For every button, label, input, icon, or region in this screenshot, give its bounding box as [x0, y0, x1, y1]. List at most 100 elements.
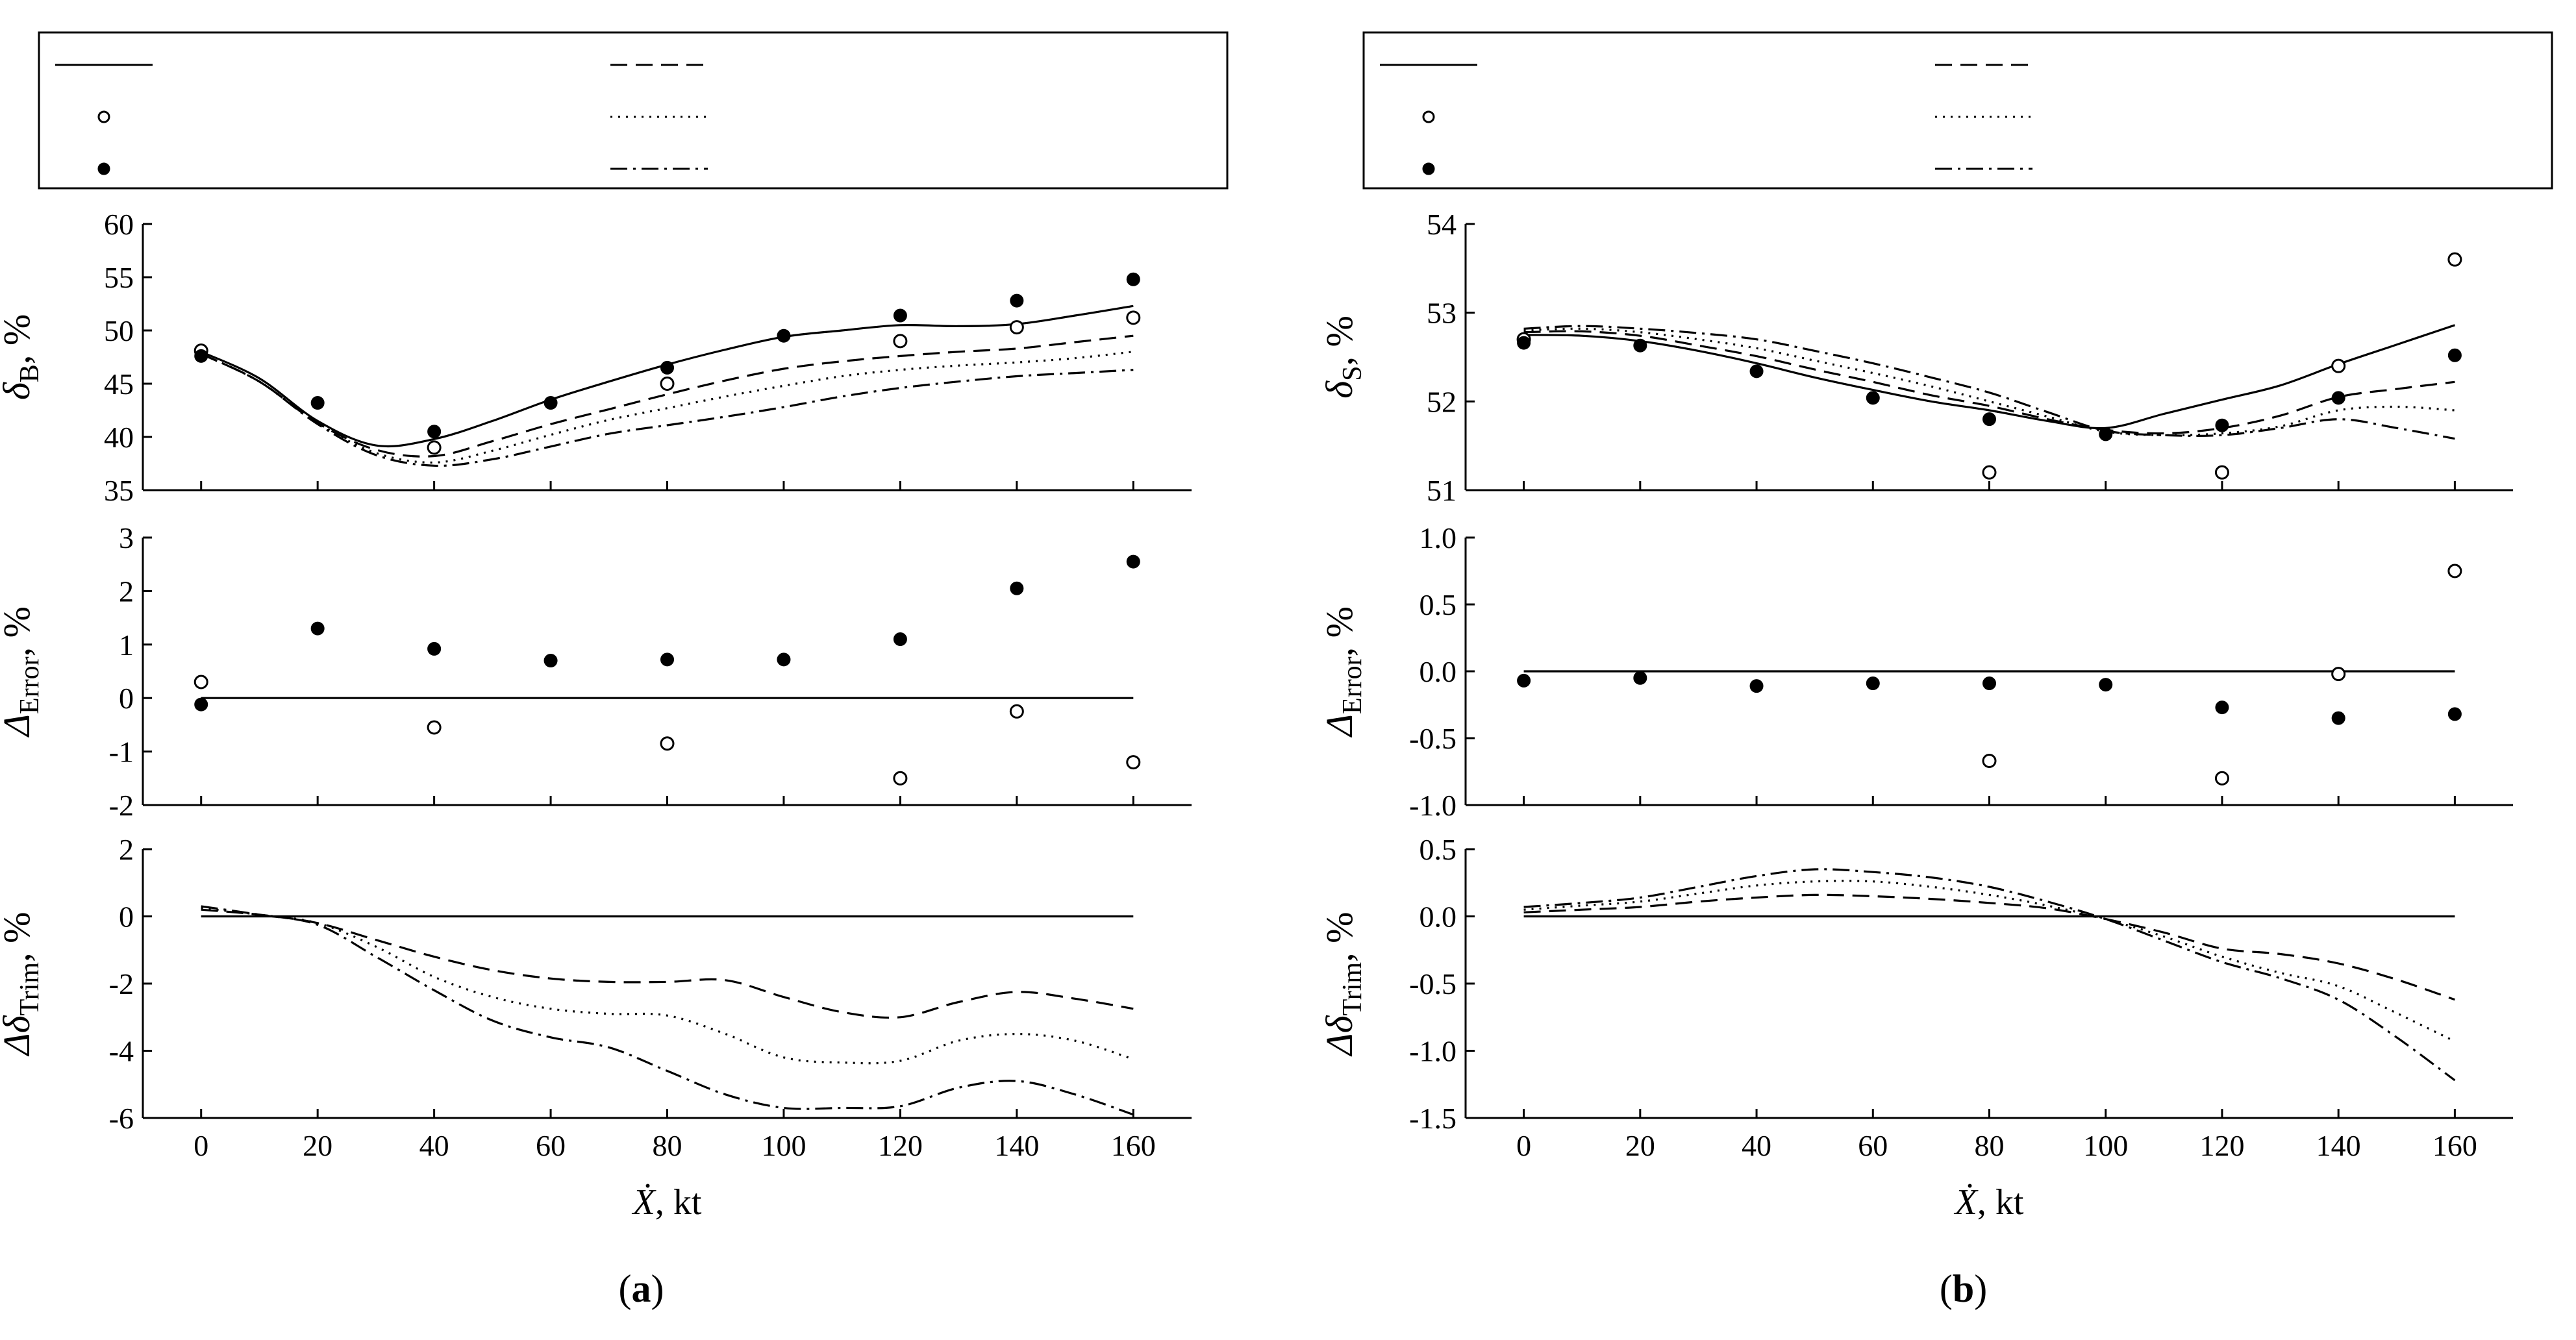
x-label-unit: , kt — [655, 1182, 702, 1222]
y-tick-label: -6 — [109, 1102, 134, 1135]
flight-test-point — [1126, 755, 1141, 770]
subplot-trim: -1.5 -1.0 -0.5 0.0 0.5 0 20 40 60 80 100 120 140 160 Δ… — [1318, 833, 2513, 1162]
x-label-unit: , kt — [1977, 1182, 2024, 1222]
y-tick-label: 51 — [1427, 474, 1457, 507]
reference-point — [1517, 673, 1531, 688]
reference-point — [1866, 391, 1880, 405]
x-tick-label: 120 — [2199, 1129, 2244, 1162]
x-tick-label: 0 — [1516, 1129, 1531, 1162]
series-with-cargo-present-3000kg — [201, 334, 1134, 458]
flight-test-point — [660, 736, 675, 751]
reference-point — [2331, 711, 2345, 725]
panel-caption: (a) — [619, 1267, 664, 1310]
subplot-s: 51 52 53 54 δS, % — [1318, 208, 2513, 507]
flight-test-point — [1126, 310, 1141, 325]
flight-test-point — [1009, 320, 1024, 335]
reference-point — [2331, 391, 2345, 405]
caption-close-paren: ) — [1974, 1267, 1987, 1310]
flight-test-point — [2214, 771, 2229, 786]
y-label-subscript: S — [1338, 366, 1368, 381]
legend-box — [1362, 31, 2553, 190]
x-tick-label: 60 — [536, 1129, 566, 1162]
y-tick-label: -0.5 — [1409, 967, 1457, 1000]
x-axis-label: Ẋ, kt — [1954, 1182, 2024, 1222]
reference-point — [1010, 581, 1024, 595]
reference-point — [194, 697, 208, 712]
series-with-cargo-present-3000kg — [1523, 893, 2455, 1001]
y-tick-label: 50 — [104, 314, 134, 347]
reference-point — [893, 632, 907, 647]
y-tick-label: -1 — [109, 736, 134, 769]
series-with-cargo-present-3000kg — [201, 908, 1134, 1019]
reference-point — [2215, 701, 2229, 715]
caption-open-paren: ( — [1940, 1267, 1953, 1310]
flight-test-point — [893, 771, 908, 786]
subplot-error: -2 -1 0 1 2 3 ΔError, % — [0, 521, 1192, 822]
x-tick-label: 40 — [419, 1129, 449, 1162]
y-label-symbol: δ — [1318, 380, 1360, 399]
y-tick-label: -4 — [109, 1035, 134, 1068]
y-tick-label: 55 — [104, 261, 134, 294]
flight-test-point — [2331, 358, 2346, 373]
flight-test-point — [2447, 564, 2462, 578]
y-axis-label: ΔδTrim, % — [0, 912, 45, 1057]
y-label-subscript: Trim — [15, 962, 45, 1016]
reference-point — [194, 349, 208, 363]
x-tick-label: 160 — [2432, 1129, 2477, 1162]
series-with-cargo-present-4500kg — [201, 907, 1134, 1065]
x-tick-label: 40 — [1742, 1129, 1771, 1162]
series-without-cargo-reference — [1517, 336, 2462, 441]
y-label-unit: , % — [1318, 912, 1360, 962]
legend — [1362, 31, 2553, 190]
y-tick-label: 1.0 — [1419, 521, 1457, 554]
series-without-cargo-flight-test — [194, 675, 1141, 786]
y-tick-label: -0.5 — [1409, 722, 1457, 755]
reference-point — [1517, 336, 1531, 350]
y-tick-label: -1.0 — [1409, 1035, 1457, 1068]
x-tick-label: 160 — [1111, 1129, 1156, 1162]
reference-point — [310, 621, 325, 636]
reference-point — [1010, 293, 1024, 308]
x-tick-label: 60 — [1858, 1129, 1888, 1162]
reference-point — [893, 308, 907, 323]
y-axis-label: δS, % — [1318, 316, 1368, 399]
legend-marker-without-cargo-reference — [1422, 162, 1435, 175]
y-label-symbol: Δ — [1318, 714, 1360, 738]
reference-point — [777, 329, 791, 343]
x-tick-label: 120 — [878, 1129, 923, 1162]
y-tick-label: 40 — [104, 421, 134, 454]
reference-point — [660, 652, 674, 667]
y-label-unit: , % — [0, 606, 38, 656]
y-axis-label: ΔError, % — [1318, 606, 1368, 738]
flight-test-point — [1982, 465, 1997, 480]
y-tick-label: 1 — [119, 628, 134, 662]
flight-test-point — [893, 334, 908, 349]
y-axis-label: ΔError, % — [0, 606, 45, 738]
reference-point — [1126, 272, 1140, 286]
flight-test-point — [2214, 465, 2229, 480]
y-axis-label: ΔδTrim, % — [1318, 912, 1368, 1057]
y-label-subscript: Error — [15, 656, 45, 714]
panel-caption: (b) — [1940, 1267, 1987, 1310]
series-with-cargo-present-4500kg — [1523, 880, 2456, 1043]
y-label-symbol: Δδ — [0, 1015, 38, 1056]
y-label-symbol: δ — [0, 382, 38, 400]
panel-a: 354045505560δB, %-2-10123ΔError, %-6-4-2… — [0, 31, 1229, 1310]
subplot-error: -1.0 -0.5 0.0 0.5 1.0 ΔError, % — [1318, 521, 2513, 822]
reference-point — [1633, 671, 1647, 685]
flight-test-point — [194, 675, 208, 689]
series-with-cargo-present-6000kg — [1523, 325, 2455, 440]
series-without-cargo-present — [1523, 324, 2455, 430]
y-label-symbol: Δδ — [1318, 1015, 1360, 1056]
series-without-cargo-reference — [1517, 671, 2462, 725]
reference-point — [427, 641, 442, 656]
y-label-unit: , % — [0, 912, 38, 962]
reference-point — [1749, 679, 1764, 693]
legend — [38, 31, 1229, 190]
y-tick-label: 0.0 — [1419, 655, 1457, 688]
reference-point — [2447, 348, 2462, 362]
x-tick-label: 100 — [761, 1129, 806, 1162]
reference-point — [660, 360, 674, 375]
flight-test-point — [427, 440, 442, 455]
